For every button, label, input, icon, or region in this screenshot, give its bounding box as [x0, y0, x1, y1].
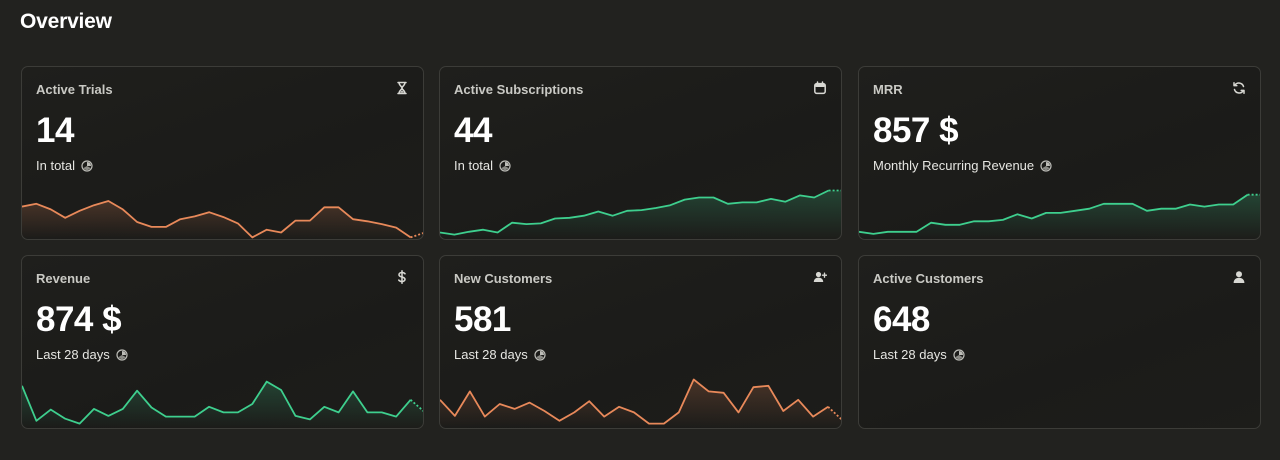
user-icon: [1232, 270, 1246, 284]
refresh-icon: [1232, 81, 1246, 95]
sparkline-line: [440, 189, 829, 236]
card-value: 581: [454, 300, 511, 339]
card-subtitle: Last 28 days: [873, 347, 965, 362]
card-subtitle: Last 28 days: [36, 347, 128, 362]
card-subtitle-text: Last 28 days: [873, 347, 947, 362]
sparkline-line: [440, 378, 829, 425]
info-icon[interactable]: [81, 159, 93, 172]
card-subtitle-text: In total: [454, 158, 494, 173]
card-label: Revenue: [36, 271, 91, 286]
card-subtitle-text: Last 28 days: [454, 347, 528, 362]
card-value: 14: [36, 111, 74, 150]
sparkline-projection: [410, 232, 423, 239]
card-active-subscriptions[interactable]: Active Subscriptions 44 In total: [439, 66, 842, 240]
card-subtitle: Last 28 days: [454, 347, 546, 362]
card-subtitle: In total: [454, 158, 511, 173]
card-value: 857 $: [873, 111, 959, 150]
card-mrr[interactable]: MRR 857 $ Monthly Recurring Revenue: [858, 66, 1261, 240]
card-new-customers[interactable]: New Customers 581 Last 28 days: [439, 255, 842, 429]
sparkline-area: [22, 201, 423, 239]
sparkline-line: [22, 380, 412, 425]
card-label: Active Customers: [873, 271, 984, 286]
trend-sparkline: [440, 189, 841, 239]
card-label: MRR: [873, 82, 903, 97]
card-subtitle-text: Monthly Recurring Revenue: [873, 158, 1035, 173]
calendar-icon: [813, 81, 827, 95]
sparkline-projection: [827, 406, 841, 421]
trend-sparkline: [440, 378, 841, 428]
info-icon[interactable]: [499, 159, 511, 172]
trend-sparkline: [22, 200, 423, 239]
info-icon[interactable]: [534, 348, 546, 361]
sparkline-area: [22, 381, 423, 428]
card-label: New Customers: [454, 271, 553, 286]
card-value: 44: [454, 111, 492, 150]
info-icon[interactable]: [953, 348, 965, 361]
hourglass-icon: [395, 81, 409, 95]
card-label: Active Trials: [36, 82, 113, 97]
card-value: 874 $: [36, 300, 122, 339]
sparkline-area: [440, 379, 841, 428]
card-subtitle: Monthly Recurring Revenue: [873, 158, 1052, 173]
card-subtitle-text: In total: [36, 158, 76, 173]
info-icon[interactable]: [1040, 159, 1052, 172]
dollar-icon: [395, 270, 409, 284]
card-value: 648: [873, 300, 930, 339]
page-title: Overview: [20, 10, 112, 33]
sparkline-line: [22, 200, 412, 239]
user-plus-icon: [813, 270, 827, 284]
sparkline-line: [859, 193, 1249, 235]
sparkline-projection: [410, 399, 423, 412]
trend-sparkline: [859, 374, 1261, 428]
info-icon[interactable]: [116, 348, 128, 361]
card-label: Active Subscriptions: [454, 82, 584, 97]
card-active-customers[interactable]: Active Customers 648 Last 28 days: [858, 255, 1261, 429]
trend-sparkline: [22, 380, 423, 428]
card-subtitle-text: Last 28 days: [36, 347, 110, 362]
card-active-trials[interactable]: Active Trials 14 In total: [21, 66, 424, 240]
card-subtitle: In total: [36, 158, 93, 173]
trend-sparkline: [859, 193, 1260, 239]
card-revenue[interactable]: Revenue 874 $ Last 28 days: [21, 255, 424, 429]
sparkline-area: [859, 194, 1260, 239]
